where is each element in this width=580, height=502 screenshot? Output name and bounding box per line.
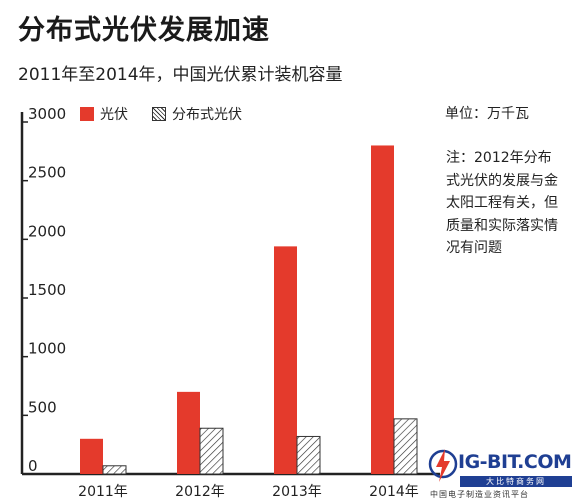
watermark-band: 大比特商务网 <box>460 476 572 487</box>
y-tick-label: 500 <box>28 398 57 416</box>
x-tick-label: 2013年 <box>272 484 322 500</box>
bar-distributed-pv <box>296 435 321 475</box>
y-tick-label: 3000 <box>28 105 66 123</box>
watermark: IG-BIT.COM 大比特商务网 中国电子制造业资讯平台 <box>428 446 578 500</box>
watermark-subtext: 中国电子制造业资讯平台 <box>430 490 529 499</box>
chart-title: 分布式光伏发展加速 <box>18 15 270 46</box>
unit-label: 单位：万千瓦 <box>445 106 529 122</box>
bar-pv <box>371 145 394 474</box>
y-tick-label: 2000 <box>28 222 66 240</box>
chart-note: 注：2012年分布式光伏的发展与金太阳工程有关，但质量和实际落实情况有问题 <box>446 150 558 256</box>
bar-distributed-pv <box>393 418 418 475</box>
legend-swatch-hatch-icon <box>152 107 166 121</box>
legend-label-pv: 光伏 <box>100 107 128 123</box>
bar-distributed-pv <box>102 465 127 475</box>
bolt-logo-icon <box>428 449 458 482</box>
bar-distributed-pv <box>199 427 224 475</box>
legend-label-distributed: 分布式光伏 <box>172 107 242 123</box>
bar-pv <box>274 246 297 474</box>
legend-swatch-solid-icon <box>80 107 94 121</box>
watermark-logo-text: IG-BIT.COM <box>458 451 572 473</box>
x-tick-label: 2014年 <box>369 484 419 500</box>
x-tick-label: 2011年 <box>78 484 128 500</box>
y-tick-label: 0 <box>28 457 38 475</box>
y-tick-label: 1500 <box>28 281 66 299</box>
chart-subtitle: 2011年至2014年，中国光伏累计装机容量 <box>18 65 343 85</box>
legend-item-pv: 光伏 <box>80 104 128 124</box>
bar-pv <box>177 391 200 474</box>
bar-pv <box>80 438 103 474</box>
x-tick-label: 2012年 <box>175 484 225 500</box>
y-tick-label: 2500 <box>28 164 66 182</box>
legend-item-distributed: 分布式光伏 <box>152 104 242 124</box>
y-tick-label: 1000 <box>28 340 66 358</box>
